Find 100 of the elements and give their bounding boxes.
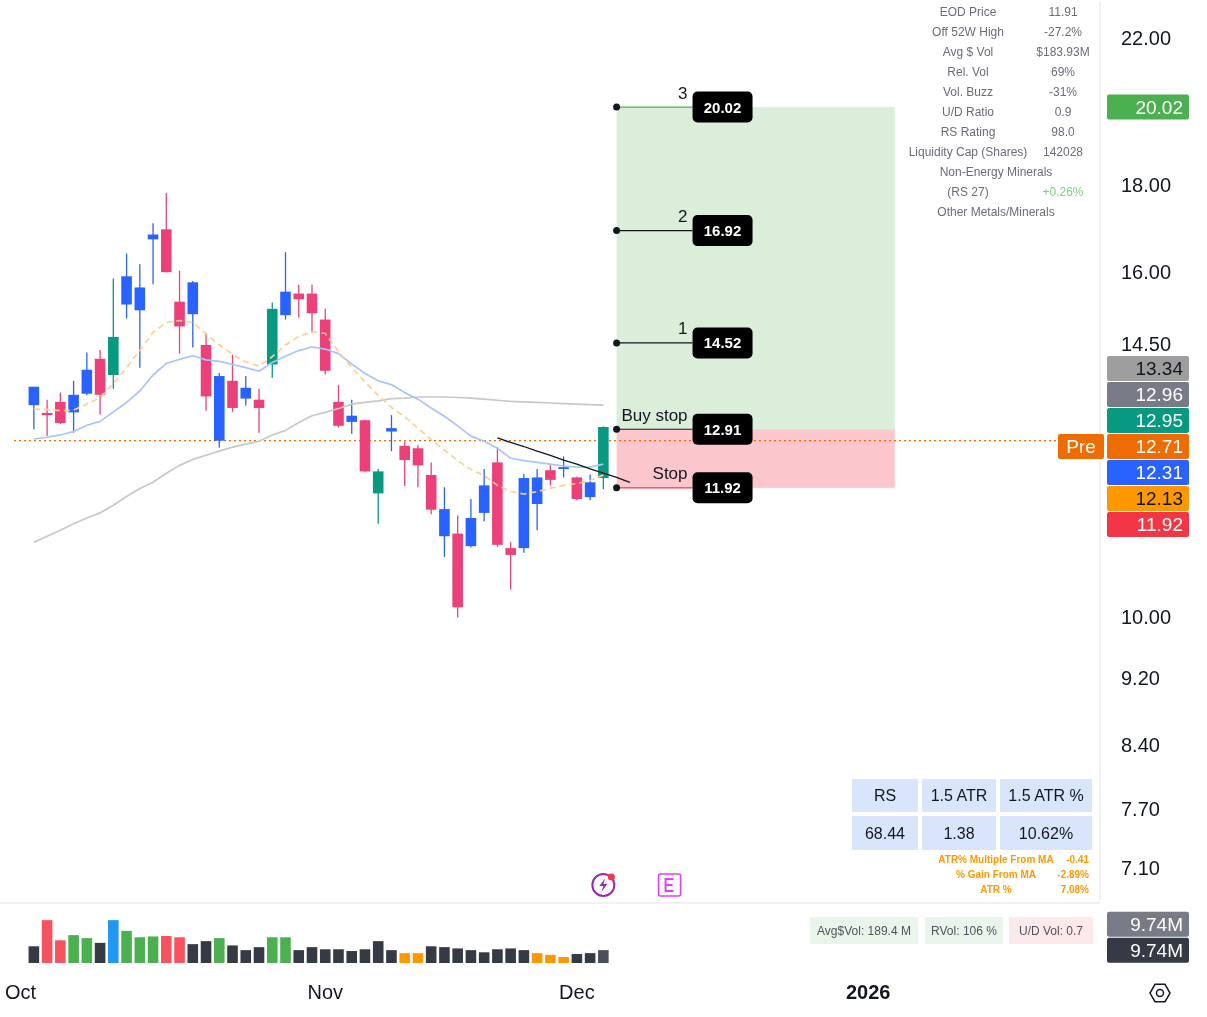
candlestick bbox=[545, 463, 556, 487]
annotation: (RS 27) bbox=[947, 185, 989, 199]
line-series bbox=[33, 346, 605, 469]
ref-line-label: 12.71 bbox=[1135, 436, 1183, 458]
annotation: RS bbox=[873, 787, 897, 804]
ref-line-label: 11.92 bbox=[704, 479, 741, 497]
candlestick bbox=[412, 444, 424, 488]
annotation: 1 bbox=[678, 319, 688, 339]
annotation: U/D Ratio bbox=[941, 105, 995, 119]
annotation: Other Metals/Minerals bbox=[937, 205, 1055, 219]
bar bbox=[293, 950, 305, 963]
candlestick bbox=[68, 380, 79, 434]
x-tick-label: Oct bbox=[5, 981, 37, 1003]
bar bbox=[571, 954, 583, 963]
bar bbox=[425, 946, 437, 963]
bar bbox=[598, 950, 609, 963]
annotation: 69% bbox=[1050, 65, 1076, 79]
candlestick bbox=[346, 399, 358, 435]
line-series bbox=[496, 437, 631, 483]
bar bbox=[386, 950, 397, 963]
annotation: 0.9 bbox=[1054, 105, 1072, 119]
annotation: +0.26% bbox=[1042, 185, 1084, 199]
y-tick-label: 14.50 bbox=[1121, 332, 1172, 355]
annotation: 10.62% bbox=[1018, 824, 1074, 842]
bar bbox=[359, 949, 371, 963]
candlestick bbox=[399, 441, 410, 487]
candlestick bbox=[81, 351, 93, 396]
candlestick bbox=[306, 283, 318, 334]
annotation: 142028 bbox=[1042, 145, 1084, 159]
x-tick-label: Dec bbox=[559, 981, 595, 1003]
bar bbox=[518, 950, 530, 963]
bar bbox=[280, 937, 291, 963]
ref-line-label: 14.52 bbox=[703, 334, 742, 352]
candlestick bbox=[293, 283, 305, 319]
annotation: RVol: 106 % bbox=[931, 923, 998, 938]
bar bbox=[306, 947, 318, 963]
bar bbox=[227, 945, 238, 963]
bar bbox=[174, 937, 185, 963]
bar bbox=[412, 953, 424, 963]
y-tick-label: 7.10 bbox=[1121, 857, 1160, 880]
annotation: $183.93M bbox=[1036, 45, 1090, 59]
candlestick bbox=[280, 251, 291, 321]
annotation: 7.08% bbox=[1060, 883, 1090, 895]
bar bbox=[68, 935, 79, 963]
candlestick bbox=[28, 386, 40, 430]
bar bbox=[240, 950, 252, 963]
bar bbox=[28, 946, 40, 963]
bar bbox=[452, 948, 463, 963]
y-tick-label: 9.20 bbox=[1121, 667, 1160, 690]
bar bbox=[41, 920, 53, 963]
ref-line-label: 16.92 bbox=[703, 222, 742, 240]
annotation: Pre bbox=[1066, 436, 1096, 458]
annotation: -31% bbox=[1048, 85, 1078, 99]
candlestick bbox=[558, 455, 569, 479]
candlestick bbox=[253, 388, 265, 434]
annotation: Vol. Buzz bbox=[942, 85, 994, 99]
bar bbox=[439, 947, 450, 963]
y-tick-label: 16.00 bbox=[1121, 260, 1172, 283]
text: 12.13 bbox=[1135, 488, 1183, 510]
bar bbox=[505, 948, 516, 963]
bar bbox=[108, 920, 119, 963]
candlestick bbox=[386, 414, 397, 452]
bar bbox=[372, 941, 384, 963]
annotation: U/D Vol: 0.7 bbox=[1018, 923, 1084, 938]
annotation: Avg $ Vol bbox=[942, 45, 994, 59]
bar bbox=[81, 938, 93, 963]
bar bbox=[492, 949, 503, 963]
annotation: -2.89% bbox=[1057, 868, 1090, 880]
annotation: Buy stop bbox=[621, 405, 688, 425]
annotation: Off 52W High bbox=[932, 25, 1004, 39]
ref-line-label: 20.02 bbox=[703, 98, 742, 116]
y-tick-label: 22.00 bbox=[1121, 26, 1172, 49]
text: 12.31 bbox=[1135, 462, 1183, 484]
candlestick bbox=[372, 468, 384, 525]
y-tick-label: 10.00 bbox=[1121, 605, 1172, 628]
bar bbox=[121, 930, 132, 963]
annotation: Avg$Vol: 189.4 M bbox=[817, 923, 911, 938]
bar bbox=[319, 949, 331, 963]
annotation: Stop bbox=[652, 464, 688, 484]
bar bbox=[545, 954, 556, 963]
x-tick-label: Nov bbox=[307, 981, 344, 1003]
text: 9.74M bbox=[1130, 939, 1183, 961]
bar bbox=[200, 941, 212, 963]
bar bbox=[253, 947, 265, 963]
candlestick bbox=[333, 384, 344, 429]
bar bbox=[55, 940, 66, 963]
bar bbox=[134, 937, 146, 963]
bar bbox=[478, 952, 490, 963]
annotation: 98.0 bbox=[1051, 125, 1075, 139]
bar bbox=[584, 953, 596, 963]
annotation: Liquidity Cap (Shares) bbox=[908, 145, 1028, 159]
bar bbox=[333, 949, 344, 963]
y-tick-label: 18.00 bbox=[1121, 174, 1172, 197]
annotation: 11.91 bbox=[1048, 5, 1078, 19]
annotation: EOD Price bbox=[939, 5, 997, 19]
annotation: 1.5 ATR % bbox=[1008, 787, 1084, 804]
text: 13.34 bbox=[1135, 358, 1184, 380]
annotation: % Gain From MA bbox=[955, 868, 1037, 880]
text: 9.74M bbox=[1130, 913, 1183, 935]
annotation: ATR% Multiple From MA bbox=[938, 853, 1054, 865]
